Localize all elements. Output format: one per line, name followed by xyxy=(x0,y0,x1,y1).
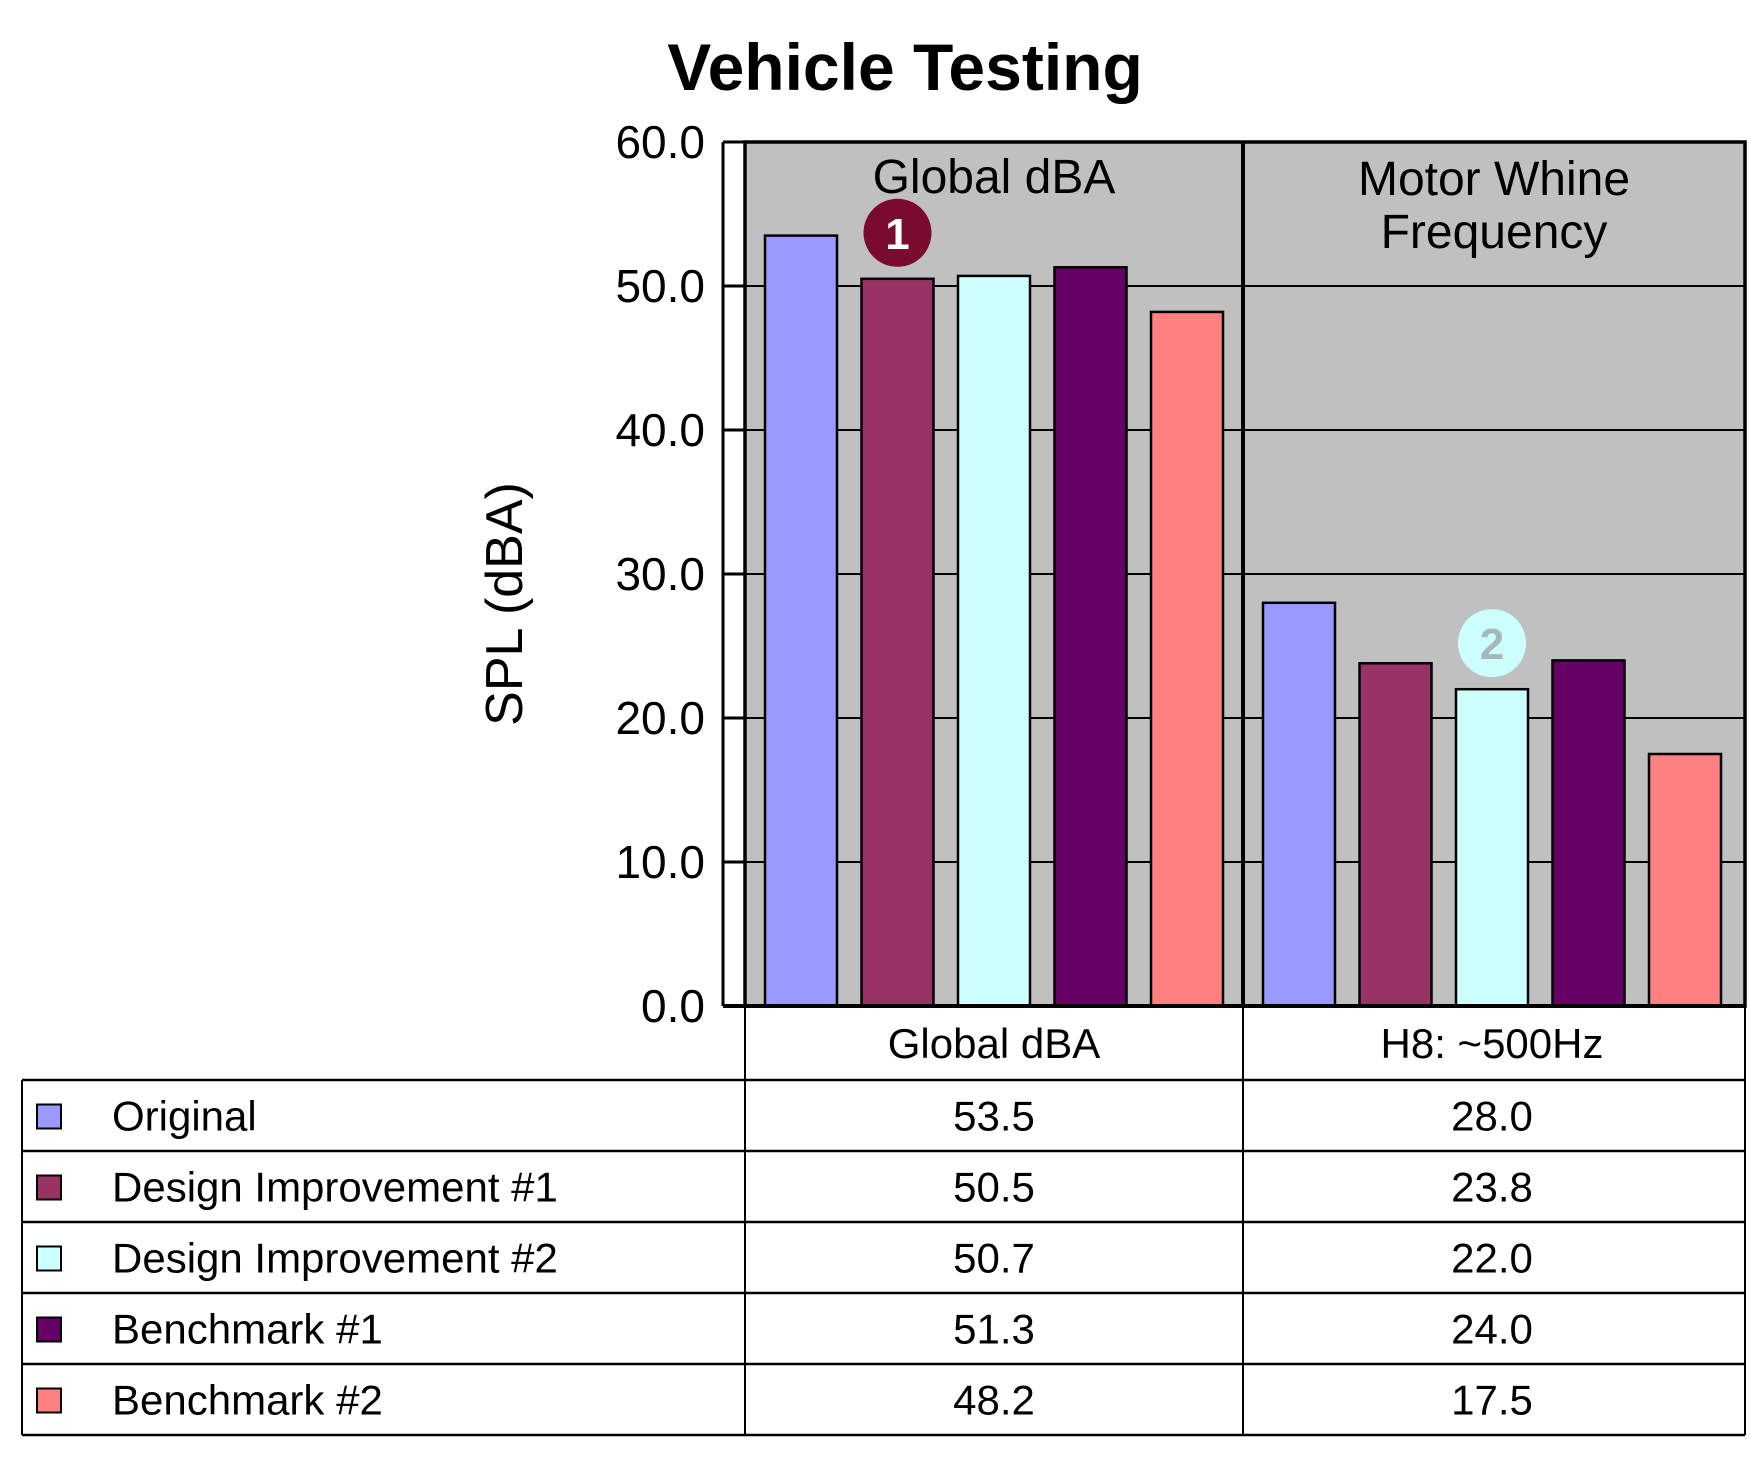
y-tick-label: 30.0 xyxy=(615,548,705,600)
bar xyxy=(1454,687,1530,1008)
table-value: 24.0 xyxy=(1451,1306,1533,1353)
annotation-marker-label: 1 xyxy=(885,210,909,259)
table-value: 28.0 xyxy=(1451,1093,1533,1140)
panel-label-motor-whine: Motor Whine Frequency xyxy=(1358,153,1630,259)
y-tick-label: 0.0 xyxy=(641,980,705,1032)
bar xyxy=(1261,601,1337,1008)
legend-series-name: Original xyxy=(112,1093,257,1140)
bar xyxy=(1647,752,1723,1008)
y-tick-label: 20.0 xyxy=(615,692,705,744)
category-label: H8: ~500Hz xyxy=(1381,1020,1604,1067)
legend-series-name: Benchmark #1 xyxy=(112,1306,383,1353)
y-tick-label: 40.0 xyxy=(615,404,705,456)
legend-swatch xyxy=(36,1103,62,1130)
plot-area: 0.0 10.0 20.0 30.0 40.0 50.0 60.0 Global dBA Mot… xyxy=(615,116,1747,1032)
annotation-marker-label: 2 xyxy=(1480,620,1504,669)
table-value: 48.2 xyxy=(953,1377,1035,1424)
bar xyxy=(956,274,1032,1008)
bar xyxy=(1149,310,1225,1008)
category-label: Global dBA xyxy=(888,1020,1100,1067)
legend-series-name: Design Improvement #1 xyxy=(112,1164,558,1211)
table-value: 17.5 xyxy=(1451,1377,1533,1424)
y-tick-label: 60.0 xyxy=(615,116,705,168)
legend-swatch xyxy=(36,1387,62,1414)
table-value: 22.0 xyxy=(1451,1235,1533,1282)
table-value: 50.7 xyxy=(953,1235,1035,1282)
bar xyxy=(1053,266,1128,1008)
legend-swatch xyxy=(36,1316,62,1343)
panel-label-global: Global dBA xyxy=(873,151,1116,204)
table-value: 23.8 xyxy=(1451,1164,1533,1211)
bar xyxy=(1358,662,1433,1008)
data-table: Global dBA H8: ~500Hz Original 53.5 28.0 Desi… xyxy=(21,1006,1746,1437)
table-value: 50.5 xyxy=(953,1164,1035,1211)
table-value: 51.3 xyxy=(953,1306,1035,1353)
y-tick-label: 50.0 xyxy=(615,260,705,312)
y-tick-label: 10.0 xyxy=(615,836,705,888)
y-axis-label: SPL (dBA) xyxy=(476,482,534,726)
bar xyxy=(860,277,935,1008)
annotation-marker xyxy=(1458,609,1526,678)
bar xyxy=(1551,659,1626,1008)
legend-series-name: Benchmark #2 xyxy=(112,1377,383,1424)
legend-series-name: Design Improvement #2 xyxy=(112,1235,558,1282)
table-value: 53.5 xyxy=(953,1093,1035,1140)
legend-swatch xyxy=(36,1174,62,1201)
bar xyxy=(763,234,839,1008)
chart-title: Vehicle Testing xyxy=(667,30,1143,104)
annotation-marker xyxy=(863,198,932,267)
legend-swatch xyxy=(36,1245,62,1272)
